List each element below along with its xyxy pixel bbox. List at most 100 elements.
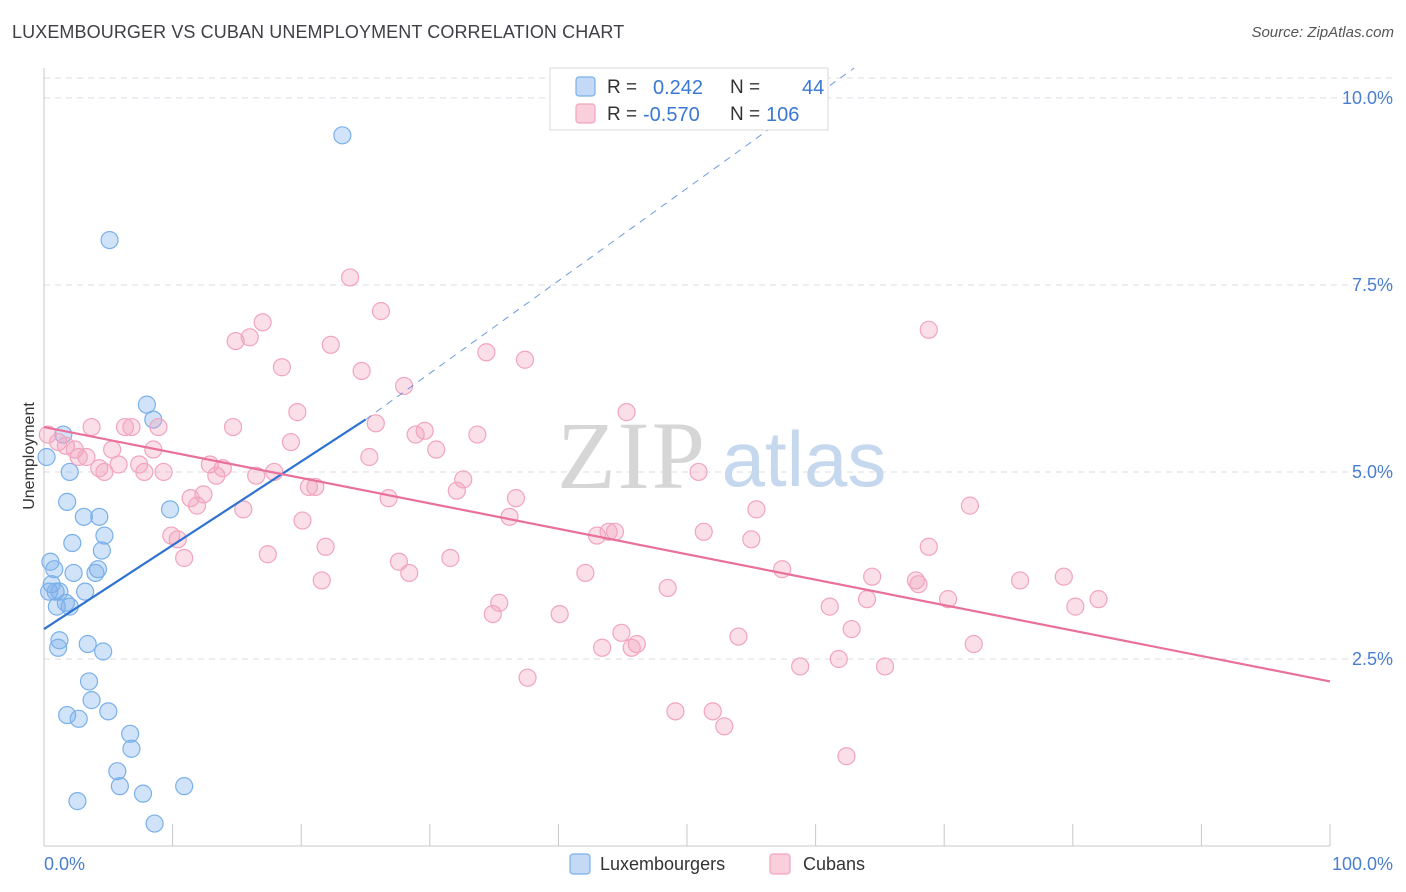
cubans-point-82 xyxy=(715,717,734,736)
legend-r-value-1: 0.242 xyxy=(653,77,703,99)
bottom-legend-label-cubans: Cubans xyxy=(803,854,865,874)
x-tick-label-min: 0.0% xyxy=(44,854,85,874)
cubans-point-64 xyxy=(506,489,526,508)
luxembourgers-point-24 xyxy=(94,642,113,661)
luxembourgers-point-28 xyxy=(58,705,77,725)
cubans-point-88 xyxy=(820,597,839,616)
grid-lines xyxy=(44,77,1392,660)
cubans-point-96 xyxy=(919,537,938,556)
cubans-point-6 xyxy=(82,417,101,437)
series-points xyxy=(37,126,1108,833)
cubans-point-38 xyxy=(293,511,312,530)
cubans-point-44 xyxy=(340,268,360,287)
cubans-point-102 xyxy=(1054,567,1073,586)
cubans-point-79 xyxy=(689,462,708,482)
luxembourgers-point-34 xyxy=(133,784,153,803)
luxembourgers-point-22 xyxy=(49,638,68,657)
watermark-atlas: atlas xyxy=(722,415,887,503)
legend-r-value-2: -0.570 xyxy=(643,104,700,126)
bottom-legend-swatch-cubans xyxy=(769,853,791,875)
luxembourgers-point-33 xyxy=(110,777,129,796)
series-legend: Luxembourgers Cubans xyxy=(569,853,865,875)
cubans-point-17 xyxy=(154,462,173,482)
cubans-point-52 xyxy=(400,563,419,583)
luxembourgers-point-23 xyxy=(78,634,97,654)
luxembourgers-point-41 xyxy=(100,230,119,250)
cubans-point-23 xyxy=(194,485,213,504)
cubans-point-63 xyxy=(500,507,519,526)
cubans-point-25 xyxy=(207,466,226,485)
legend-swatch-luxembourgers xyxy=(575,76,596,97)
luxembourgers-point-42 xyxy=(333,126,352,145)
cubans-point-56 xyxy=(441,548,460,568)
cubans-point-105 xyxy=(909,575,928,594)
cubans-point-2 xyxy=(56,436,75,455)
cubans-point-93 xyxy=(863,567,882,586)
cubans-point-68 xyxy=(576,563,595,583)
legend-r-label-1: R = xyxy=(607,77,637,98)
cubans-point-59 xyxy=(468,425,487,444)
cubans-point-11 xyxy=(115,417,135,437)
cubans-point-55 xyxy=(427,440,446,459)
luxembourgers-point-17 xyxy=(90,507,109,526)
cubans-point-91 xyxy=(837,747,856,766)
cubans-point-57 xyxy=(447,481,466,500)
luxembourgers-point-10 xyxy=(76,582,95,601)
cubans-point-60 xyxy=(477,343,496,362)
cubans-point-20 xyxy=(175,548,194,568)
luxembourgers-point-43 xyxy=(46,582,65,601)
cubans-point-101 xyxy=(1010,571,1030,590)
luxembourgers-point-25 xyxy=(79,672,99,691)
luxembourgers-point-0 xyxy=(37,447,56,467)
luxembourgers-point-2 xyxy=(60,462,79,482)
x-tick-label-max: 100.0% xyxy=(1332,854,1393,874)
luxembourgers-point-5 xyxy=(45,560,64,579)
cubans-point-51 xyxy=(394,376,414,396)
cubans-point-35 xyxy=(272,358,292,377)
stats-legend: R = 0.242 N = 44 R = -0.570 N = 106 xyxy=(549,67,829,131)
cubans-point-58 xyxy=(454,470,473,489)
luxembourgers-point-26 xyxy=(82,691,101,710)
cubans-point-8 xyxy=(95,462,114,482)
luxembourgers-point-15 xyxy=(63,533,82,553)
cubans-point-76 xyxy=(627,634,646,654)
cubans-point-42 xyxy=(316,537,335,556)
cubans-point-32 xyxy=(253,313,272,332)
luxembourgers-point-3 xyxy=(58,492,77,511)
cubans-point-70 xyxy=(593,638,612,657)
cubans-point-41 xyxy=(312,571,331,590)
cubans-point-81 xyxy=(703,702,722,721)
cubans-point-67 xyxy=(550,604,569,624)
luxembourgers-point-30 xyxy=(121,724,140,743)
cubans-point-33 xyxy=(258,545,277,564)
cubans-point-84 xyxy=(742,530,761,549)
y-tick-label-3: 10.0% xyxy=(1342,88,1393,108)
cubans-point-37 xyxy=(288,403,307,422)
y-tick-label-1: 5.0% xyxy=(1352,462,1393,482)
luxembourgers-point-7 xyxy=(40,582,59,601)
cubans-point-14 xyxy=(135,462,154,482)
cubans-point-47 xyxy=(366,414,385,433)
legend-r-label-2: R = xyxy=(607,104,637,125)
luxembourgers-point-31 xyxy=(122,739,141,758)
legend-swatch-cubans xyxy=(575,103,596,124)
cubans-point-97 xyxy=(919,320,938,339)
cubans-point-77 xyxy=(658,578,677,598)
cubans-point-50 xyxy=(389,552,409,571)
cubans-point-74 xyxy=(617,403,636,422)
cubans-point-94 xyxy=(875,657,895,676)
legend-n-value-2: 106 xyxy=(766,104,799,126)
luxembourgers-point-8 xyxy=(50,582,69,601)
cubans-point-48 xyxy=(371,302,391,321)
cubans-point-28 xyxy=(226,331,245,351)
chart-title: LUXEMBOURGER VS CUBAN UNEMPLOYMENT CORRE… xyxy=(12,22,625,42)
y-tick-label-0: 2.5% xyxy=(1352,649,1393,669)
cubans-point-36 xyxy=(281,432,301,452)
cubans-point-83 xyxy=(729,627,748,646)
cubans-point-71 xyxy=(599,522,618,541)
luxembourgers-point-13 xyxy=(92,541,111,560)
luxembourgers-trend-line xyxy=(43,418,367,630)
cubans-point-16 xyxy=(149,417,168,437)
luxembourgers-point-20 xyxy=(47,597,66,616)
cubans-point-78 xyxy=(666,702,685,721)
